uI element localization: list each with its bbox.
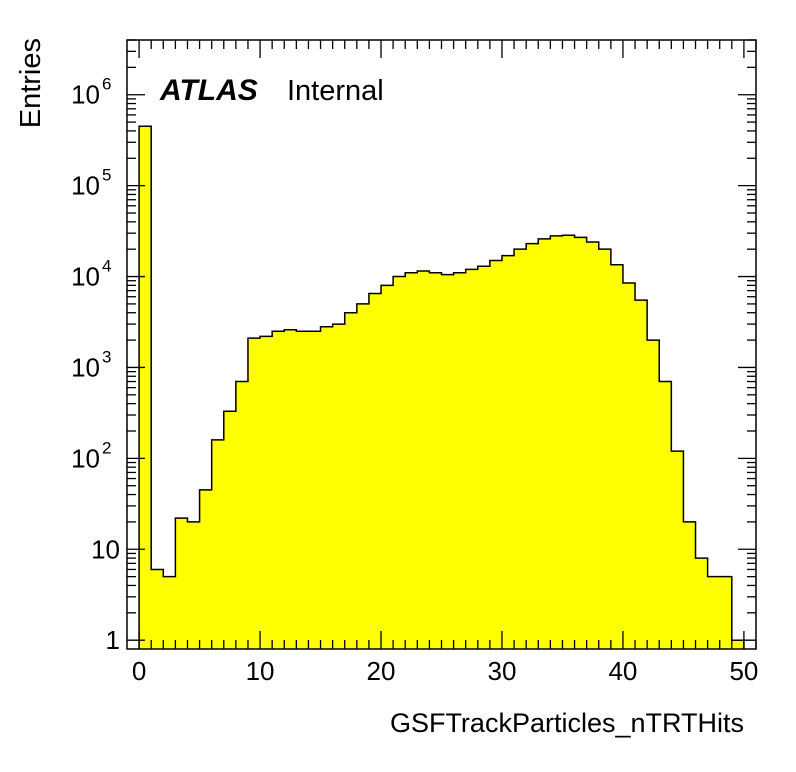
histogram-bar-49: [731, 640, 745, 649]
histogram-outline: [138, 125, 745, 649]
axis-ticks: [127, 39, 757, 649]
histogram-bar-28: [477, 266, 491, 649]
y-tick-exponent: 2: [102, 438, 111, 457]
histogram-bar-16: [332, 324, 346, 649]
histogram-bar-40: [622, 282, 636, 649]
y-tick-exponent: 4: [102, 257, 111, 276]
y-tick-label: 10: [71, 171, 100, 201]
histogram-bar-18: [356, 303, 370, 649]
histogram-bar-15: [320, 326, 334, 649]
atlas-label: ATLAS: [159, 74, 258, 107]
histogram-bar-2: [163, 576, 176, 649]
histogram-bar-33: [538, 238, 551, 649]
histogram-bar-22: [405, 272, 418, 649]
histogram-bar-47: [707, 576, 721, 649]
y-tick-exponent: 5: [102, 166, 111, 185]
histogram-bar-0: [139, 126, 152, 649]
histogram-bar-8: [235, 381, 249, 649]
x-tick-label: 10: [246, 656, 275, 686]
histogram-bar-9: [247, 338, 261, 649]
y-tick-exponent: 6: [102, 75, 111, 94]
histogram-bar-20: [381, 285, 394, 649]
histogram-bar-30: [501, 255, 515, 649]
histogram-bar-36: [574, 237, 588, 649]
histogram-bar-5: [199, 489, 213, 649]
histogram-bar-41: [635, 300, 648, 649]
histogram-bar-10: [260, 336, 273, 649]
histogram-bar-42: [647, 340, 660, 649]
histogram-bar-31: [514, 249, 527, 649]
histogram-bar-13: [296, 331, 310, 649]
histogram-bar-29: [489, 260, 503, 649]
histogram-bar-34: [550, 235, 564, 649]
histogram-bar-21: [393, 276, 406, 649]
histogram-bar-26: [453, 272, 467, 649]
histogram-bar-46: [695, 558, 709, 649]
histogram-bar-4: [187, 521, 201, 649]
histogram-bar-3: [175, 518, 189, 649]
histogram-bars: [139, 126, 745, 649]
status-label: Internal: [287, 75, 384, 107]
y-tick-exponent: 3: [102, 347, 111, 366]
histogram-bar-39: [610, 264, 624, 649]
y-tick-label: 10: [91, 534, 120, 564]
y-tick-label: 10: [71, 443, 100, 473]
x-tick-label: 20: [367, 656, 396, 686]
x-tick-label: 30: [488, 656, 517, 686]
histogram-bar-11: [272, 331, 285, 649]
histogram-bar-17: [344, 312, 358, 649]
histogram-bar-35: [562, 235, 576, 649]
y-axis-label: Entries: [15, 38, 47, 128]
x-tick-labels: 0 10 20 30 40 50: [132, 656, 759, 686]
x-tick-label: 0: [132, 656, 146, 686]
x-axis-label: GSFTrackParticles_nTRTHits: [390, 708, 744, 738]
histogram-bar-44: [671, 451, 685, 649]
histogram-bar-23: [417, 271, 431, 649]
histogram-bar-48: [719, 576, 733, 649]
histogram-bar-19: [368, 293, 382, 649]
histogram-bar-14: [308, 331, 322, 649]
y-tick-label: 10: [71, 80, 100, 110]
histogram-bar-27: [465, 269, 479, 649]
y-tick-label: 10: [71, 262, 100, 292]
x-tick-label: 40: [608, 656, 637, 686]
histogram-bar-1: [151, 569, 164, 649]
histogram-bar-6: [211, 439, 225, 649]
y-tick-label: 10: [71, 352, 100, 382]
histogram-bar-38: [598, 249, 612, 649]
histogram-bar-32: [526, 243, 539, 649]
histogram-bar-12: [284, 329, 297, 649]
histogram-bar-43: [659, 381, 672, 649]
x-tick-label: 50: [729, 656, 758, 686]
histogram-bar-45: [683, 521, 697, 649]
histogram-bar-7: [223, 411, 237, 649]
histogram-bar-25: [441, 274, 455, 649]
histogram-bar-24: [429, 272, 443, 649]
histogram-bar-37: [586, 241, 600, 649]
y-tick-label: 1: [106, 625, 120, 655]
